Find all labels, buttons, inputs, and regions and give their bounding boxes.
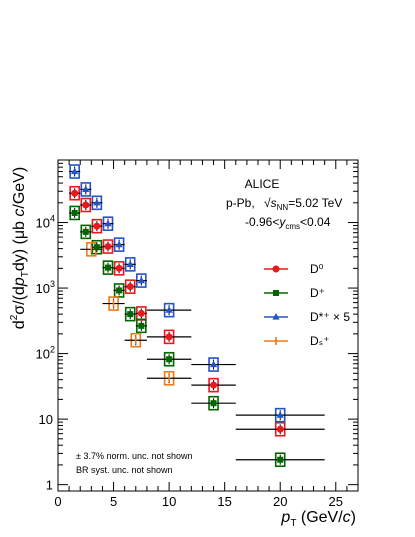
data-point <box>126 283 134 291</box>
data-point <box>209 360 218 368</box>
plot-frame <box>57 159 359 492</box>
data-point <box>165 306 173 313</box>
legend-label: D⁰ <box>310 262 324 276</box>
data-point <box>93 244 100 251</box>
energy-label: p-Pb, √sNN=5.02 TeV <box>226 196 342 212</box>
data-point <box>71 167 79 175</box>
y-tick-label: 1 <box>46 478 53 493</box>
x-tick-label: 10 <box>162 494 176 509</box>
rapidity-label: -0.96<ycms<0.04 <box>245 215 331 231</box>
y-tick-label: 102 <box>36 345 55 362</box>
data-point <box>116 287 123 294</box>
x-tick-label: 25 <box>329 494 343 509</box>
data-point <box>277 456 284 463</box>
data-point <box>82 201 90 209</box>
data-point <box>71 189 79 197</box>
x-tick-label: 5 <box>110 494 117 509</box>
x-tick-label: 15 <box>217 494 231 509</box>
experiment-label: ALICE <box>245 177 280 191</box>
x-tick-label: 20 <box>273 494 287 509</box>
data-point <box>115 240 123 248</box>
legend-marker <box>273 290 279 296</box>
data-point <box>137 309 145 317</box>
data-point <box>127 311 134 318</box>
y-tick-label: 104 <box>36 214 55 231</box>
data-point <box>210 381 218 389</box>
data-point <box>71 209 78 216</box>
x-axis-title: pT (GeV/c) <box>280 509 356 529</box>
data-markers <box>71 167 284 463</box>
data-point <box>93 222 101 230</box>
data-point <box>137 276 145 284</box>
data-point <box>126 260 134 267</box>
data-point <box>104 243 112 251</box>
data-point <box>276 425 284 433</box>
data-point <box>82 185 90 193</box>
data-point <box>165 333 173 341</box>
legend-label: Dₛ⁺ <box>310 334 329 348</box>
y-tick-label: 10 <box>39 412 53 427</box>
data-point <box>138 322 145 329</box>
note-normalization: ± 3.7% norm. unc. not shown <box>76 451 193 461</box>
data-point <box>166 356 173 363</box>
legend-label: D⁺ <box>310 286 325 300</box>
x-tick-label: 0 <box>54 494 61 509</box>
data-point <box>115 264 123 272</box>
data-point <box>210 400 217 407</box>
legend-marker <box>272 265 280 273</box>
y-tick-label: 103 <box>36 279 55 296</box>
data-point <box>93 198 101 206</box>
y-axis-title: d2σ/(dpTdy) (μb c/GeV) <box>9 167 31 329</box>
legend: D⁰ D⁺ D*⁺ × 5 Dₛ⁺ <box>264 262 350 348</box>
axis-ticks: 0 5 10 15 20 25 1 10 102 103 104 <box>36 159 358 509</box>
data-point <box>104 219 112 227</box>
legend-label: D*⁺ × 5 <box>310 310 350 324</box>
data-point <box>276 411 284 418</box>
legend-marker <box>272 313 280 320</box>
data-point <box>82 228 89 235</box>
systematic-boxes <box>69 164 286 468</box>
data-point <box>105 264 111 271</box>
note-branching-ratio: BR syst. unc. not shown <box>76 465 173 475</box>
